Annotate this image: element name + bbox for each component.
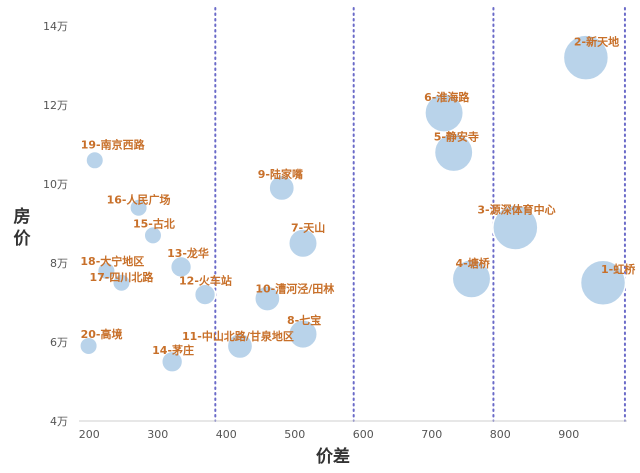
bubble bbox=[433, 132, 474, 173]
bubble bbox=[193, 283, 217, 306]
point-label: 18-大宁地区 bbox=[80, 254, 144, 268]
y-tick-label: 12万 bbox=[43, 99, 68, 112]
point-label: 20-高境 bbox=[81, 327, 123, 341]
x-tick-label: 600 bbox=[353, 428, 374, 441]
point-label: 11-中山北路/甘泉地区 bbox=[182, 329, 294, 343]
x-tick-label: 900 bbox=[558, 428, 579, 441]
y-tick-label: 6万 bbox=[50, 336, 68, 349]
point-label: 15-古北 bbox=[133, 216, 175, 230]
point-label: 14-茅庄 bbox=[152, 343, 194, 357]
bubble bbox=[451, 258, 492, 299]
y-tick-label: 4万 bbox=[50, 415, 68, 428]
x-axis-ticks: 200 300 400 500 600 700 800 900 bbox=[79, 428, 580, 441]
bubble bbox=[287, 228, 318, 259]
point-label: 1-虹桥 bbox=[601, 262, 636, 276]
bubble bbox=[424, 92, 465, 133]
bubble bbox=[287, 319, 318, 350]
y-axis-title: 房价 bbox=[14, 206, 32, 249]
point-label: 4-塘桥 bbox=[456, 256, 491, 270]
point-label: 13-龙华 bbox=[167, 246, 209, 260]
bubble bbox=[161, 350, 184, 373]
bubbles bbox=[79, 34, 627, 373]
y-axis-ticks: 4万 6万 8万 10万 12万 14万 bbox=[43, 20, 68, 428]
point-label: 7-天山 bbox=[291, 220, 325, 234]
point-label: 5-静安寺 bbox=[434, 129, 479, 143]
bubble bbox=[254, 285, 281, 312]
x-tick-label: 500 bbox=[284, 428, 305, 441]
point-label: 16-人民广场 bbox=[107, 193, 171, 207]
x-tick-label: 700 bbox=[421, 428, 442, 441]
point-label: 6-淮海路 bbox=[424, 90, 470, 104]
point-label: 12-火车站 bbox=[179, 274, 232, 288]
bubble bbox=[96, 261, 116, 281]
point-label: 19-南京西路 bbox=[81, 137, 146, 151]
reference-lines bbox=[214, 7, 626, 422]
point-label: 17-四川北路 bbox=[89, 270, 154, 284]
bubble bbox=[169, 255, 193, 279]
y-tick-label: 10万 bbox=[43, 178, 68, 191]
point-labels: 1-虹桥 2-新天地 3-源深体育中心 4-塘桥 5-静安寺 6-淮海路 7-天山 8-七宝 9… bbox=[80, 35, 636, 357]
y-tick-label: 8万 bbox=[50, 257, 68, 270]
x-tick-label: 800 bbox=[490, 428, 511, 441]
x-tick-label: 200 bbox=[79, 428, 100, 441]
bubble bbox=[579, 259, 627, 306]
point-label: 10-漕河泾/田林 bbox=[255, 282, 334, 296]
bubble bbox=[111, 273, 131, 293]
x-axis-title: 价差 bbox=[316, 446, 350, 467]
bubble bbox=[226, 332, 254, 360]
point-label: 8-七宝 bbox=[287, 313, 321, 327]
bubble bbox=[562, 34, 610, 81]
point-label: 3-源深体育中心 bbox=[477, 202, 555, 216]
bubble bbox=[129, 198, 149, 218]
x-tick-label: 300 bbox=[147, 428, 168, 441]
x-tick-label: 400 bbox=[216, 428, 237, 441]
point-label: 9-陆家嘴 bbox=[258, 167, 303, 181]
bubble bbox=[143, 225, 163, 245]
bubble bbox=[268, 174, 296, 202]
bubble bbox=[85, 150, 105, 170]
y-tick-label: 14万 bbox=[43, 20, 68, 33]
point-label: 2-新天地 bbox=[574, 35, 619, 49]
bubble bbox=[79, 336, 99, 356]
bubble bbox=[492, 204, 539, 251]
